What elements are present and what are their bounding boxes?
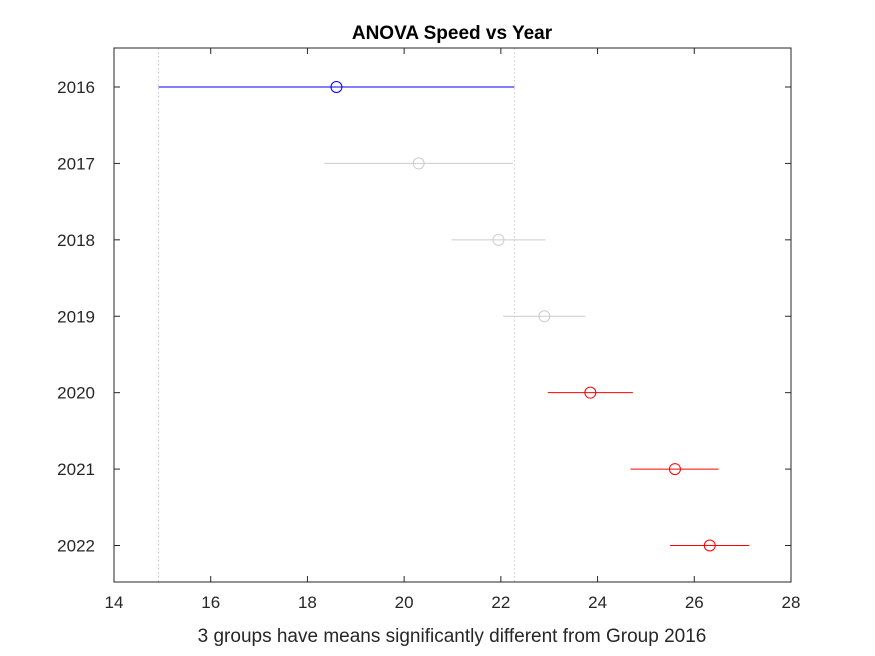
group-2016[interactable] bbox=[158, 81, 515, 93]
group-2022[interactable] bbox=[670, 539, 750, 552]
y-tick-label: 2018 bbox=[57, 231, 95, 250]
mean-marker bbox=[412, 157, 425, 170]
x-axis-label: 3 groups have means significantly differ… bbox=[198, 626, 707, 647]
mean-marker bbox=[330, 81, 343, 93]
x-tick-label: 20 bbox=[395, 593, 414, 612]
y-tick-label: 2017 bbox=[57, 154, 95, 173]
comparison-bounds bbox=[157, 48, 515, 582]
y-tick-label: 2021 bbox=[57, 460, 95, 479]
y-axis-ticks: 2016 2017 2018 2019 2020 2021 2022 bbox=[57, 78, 791, 556]
group-2018[interactable] bbox=[451, 233, 546, 246]
x-tick-label: 14 bbox=[105, 593, 124, 612]
mean-marker bbox=[538, 310, 551, 323]
x-axis-ticks: 14 16 18 20 22 24 26 28 bbox=[105, 48, 801, 612]
group-intervals bbox=[158, 81, 750, 552]
x-tick-label: 22 bbox=[491, 593, 510, 612]
y-tick-label: 2020 bbox=[57, 384, 95, 403]
chart-title: ANOVA Speed vs Year bbox=[352, 23, 553, 44]
x-tick-label: 24 bbox=[588, 593, 607, 612]
plot-area bbox=[114, 48, 791, 582]
x-tick-label: 16 bbox=[201, 593, 220, 612]
group-2017[interactable] bbox=[324, 157, 513, 170]
mean-marker bbox=[584, 386, 597, 399]
axes-box bbox=[113, 47, 792, 583]
x-tick-label: 26 bbox=[685, 593, 704, 612]
group-2021[interactable] bbox=[630, 463, 719, 476]
group-2019[interactable] bbox=[503, 310, 586, 323]
x-tick-label: 28 bbox=[782, 593, 801, 612]
y-tick-label: 2019 bbox=[57, 307, 95, 326]
group-2020[interactable] bbox=[547, 386, 633, 399]
y-tick-label: 2022 bbox=[57, 537, 95, 556]
x-tick-label: 18 bbox=[298, 593, 317, 612]
mean-marker bbox=[668, 463, 681, 476]
mean-marker bbox=[492, 233, 505, 246]
mean-marker bbox=[703, 539, 716, 552]
y-tick-label: 2016 bbox=[57, 78, 95, 97]
